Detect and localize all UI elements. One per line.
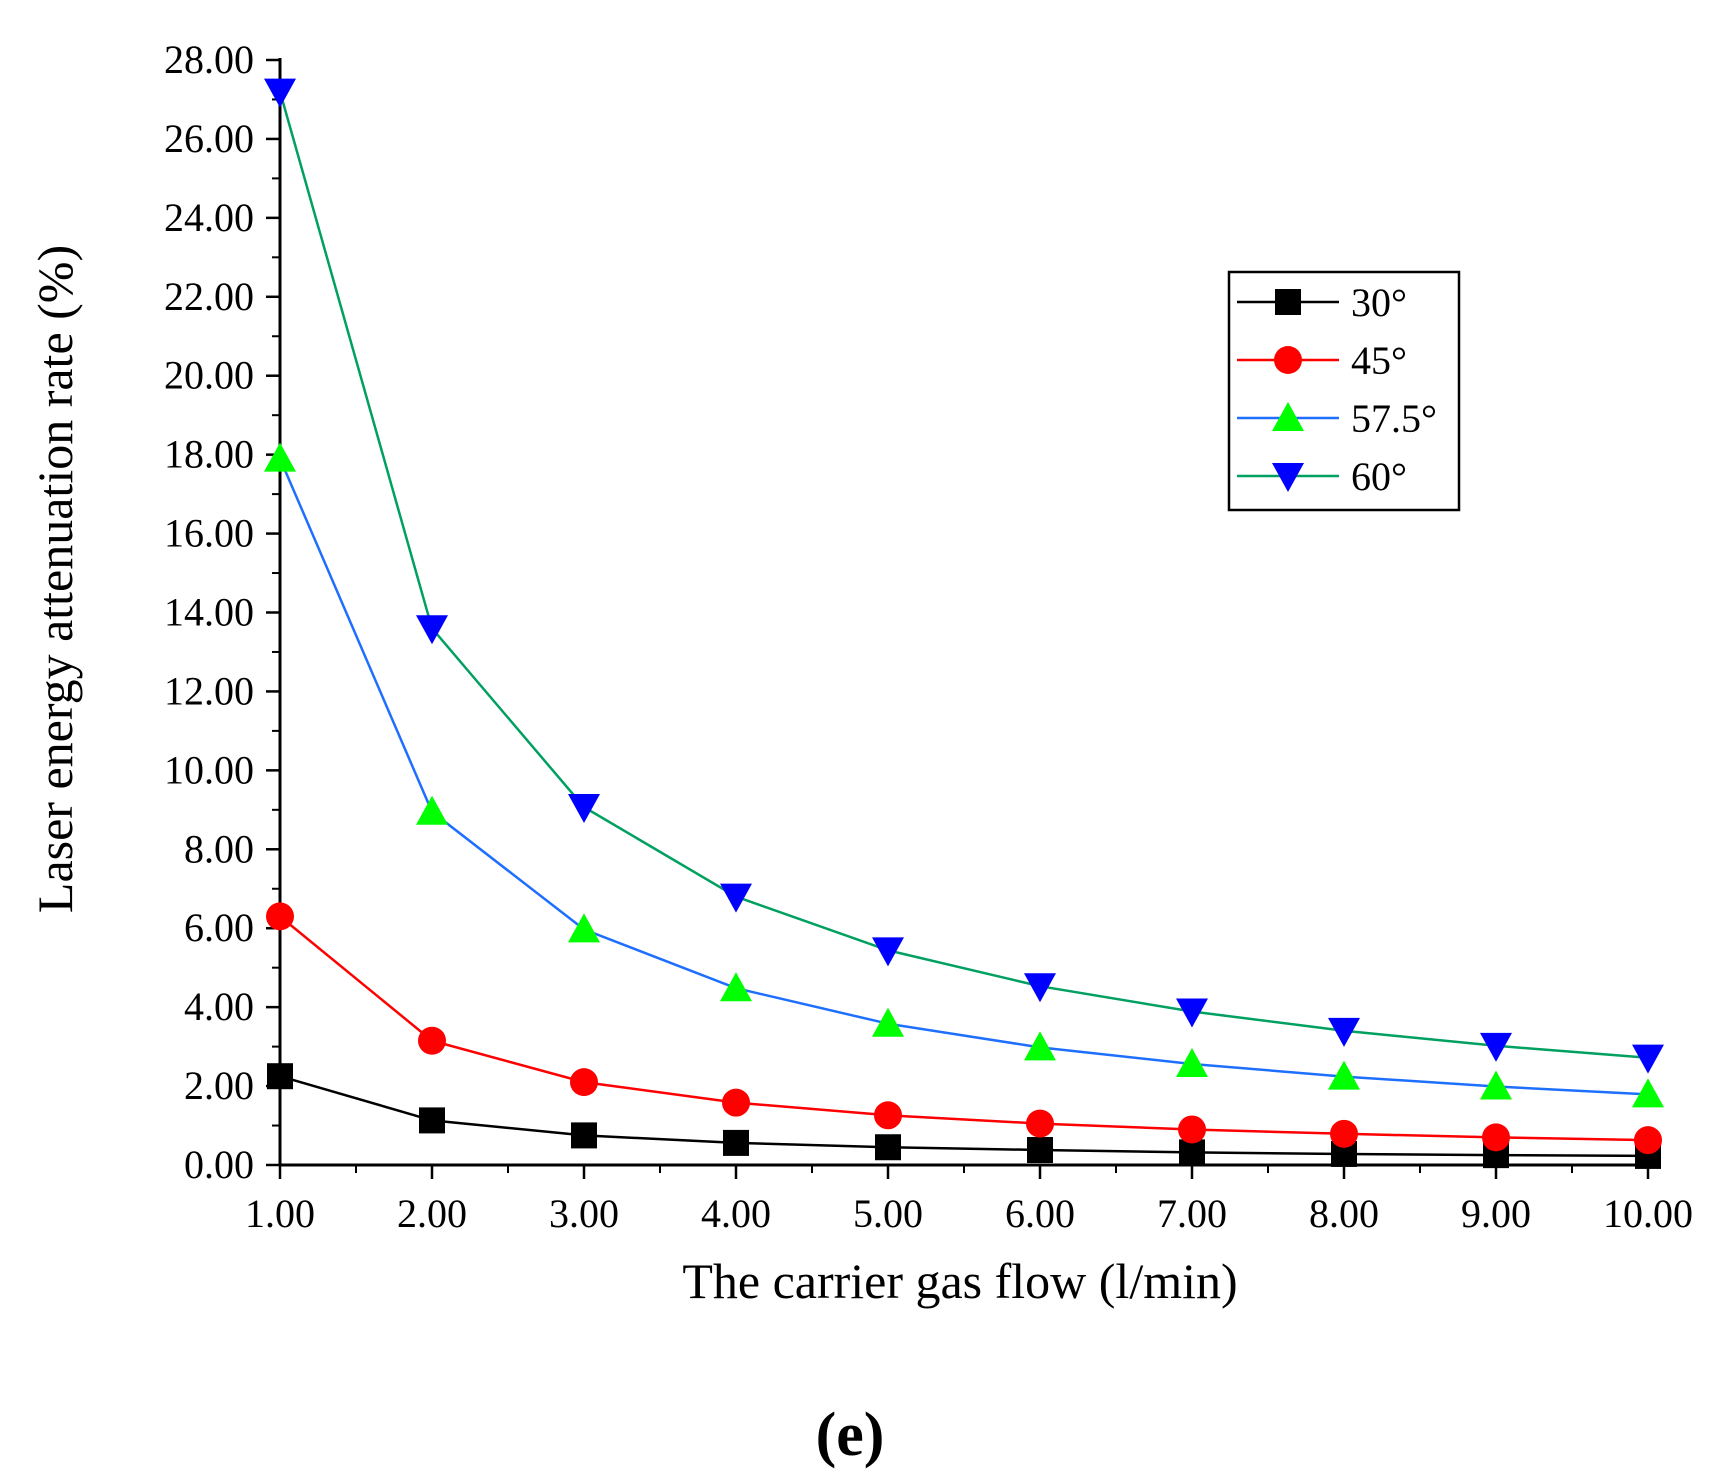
legend-label: 30° — [1351, 280, 1407, 325]
y-tick-label: 6.00 — [184, 905, 254, 950]
data-point — [1634, 1126, 1662, 1155]
series-2 — [266, 902, 1662, 1155]
data-point — [418, 1026, 446, 1055]
data-point — [872, 937, 904, 967]
data-point — [571, 1122, 597, 1149]
data-point — [1176, 998, 1208, 1028]
x-tick-label: 10.00 — [1603, 1191, 1693, 1236]
data-point — [264, 78, 296, 108]
series-4 — [264, 78, 1664, 1074]
data-point — [1328, 1017, 1360, 1047]
data-point — [419, 1107, 445, 1134]
series-line — [279, 1074, 1649, 1158]
y-tick-label: 22.00 — [164, 274, 254, 319]
x-tick-label: 7.00 — [1157, 1191, 1227, 1236]
data-point — [416, 615, 448, 645]
data-point — [1328, 1060, 1360, 1090]
y-tick-label: 16.00 — [164, 511, 254, 556]
data-point — [1632, 1044, 1664, 1074]
series-3 — [264, 442, 1664, 1108]
y-tick-label: 20.00 — [164, 353, 254, 398]
data-point — [1632, 1078, 1664, 1108]
y-tick-label: 28.00 — [164, 37, 254, 82]
legend-marker — [1272, 463, 1304, 492]
data-point — [1176, 1047, 1208, 1077]
data-point — [264, 442, 296, 472]
y-tick-label: 10.00 — [164, 747, 254, 792]
data-point — [1027, 1137, 1053, 1164]
data-point — [267, 1063, 293, 1090]
data-point — [722, 1088, 750, 1117]
y-tick-label: 14.00 — [164, 590, 254, 635]
data-point — [1024, 973, 1056, 1003]
y-tick-label: 4.00 — [184, 984, 254, 1029]
x-tick-label: 3.00 — [549, 1191, 619, 1236]
x-tick-label: 9.00 — [1461, 1191, 1531, 1236]
data-point — [266, 902, 294, 931]
data-point — [720, 883, 752, 913]
y-tick-label: 12.00 — [164, 668, 254, 713]
y-tick-label: 24.00 — [164, 195, 254, 240]
data-point — [1482, 1123, 1510, 1152]
x-axis-title: The carrier gas flow (l/min) — [682, 1253, 1237, 1309]
axes: 0.00 2.00 4.00 6.00 8.00 10.00 12.00 14.00 16.00… — [164, 37, 1693, 1236]
data-point — [1026, 1109, 1054, 1138]
series-line — [279, 915, 1649, 1142]
panel-label: (e) — [816, 1401, 885, 1469]
data-point — [1330, 1119, 1358, 1148]
x-tick-label: 8.00 — [1309, 1191, 1379, 1236]
data-point — [1178, 1115, 1206, 1144]
data-point — [568, 913, 600, 943]
y-axis-title: Laser energy attenuation rate (%) — [27, 245, 83, 913]
data-point — [875, 1134, 901, 1161]
x-tick-label: 2.00 — [397, 1191, 467, 1236]
data-point — [416, 795, 448, 825]
data-point — [1024, 1031, 1056, 1061]
data-point — [1480, 1032, 1512, 1062]
legend-label: 57.5° — [1351, 396, 1437, 441]
data-point — [570, 1068, 598, 1097]
data-point — [1179, 1139, 1205, 1166]
legend-marker — [1274, 346, 1302, 374]
legend-box — [1227, 270, 1461, 512]
y-tick-label: 0.00 — [184, 1142, 254, 1187]
data-point — [872, 1007, 904, 1037]
y-tick-label: 2.00 — [184, 1063, 254, 1108]
x-tick-label: 6.00 — [1005, 1191, 1075, 1236]
y-tick-label: 18.00 — [164, 432, 254, 477]
y-tick-label: 8.00 — [184, 826, 254, 871]
x-tick-label: 4.00 — [701, 1191, 771, 1236]
legend-label: 45° — [1351, 338, 1407, 383]
legend: 30° 45° 57.5° 60° — [1227, 270, 1461, 512]
series-layer — [264, 78, 1664, 1169]
series-line — [278, 458, 1649, 1096]
x-tick-label: 5.00 — [853, 1191, 923, 1236]
data-point — [874, 1101, 902, 1130]
series-line — [278, 91, 1649, 1059]
data-point — [723, 1129, 749, 1156]
data-point — [568, 794, 600, 824]
data-point — [1480, 1070, 1512, 1100]
series-1 — [267, 1063, 1661, 1169]
legend-marker — [1272, 402, 1304, 431]
legend-marker — [1275, 289, 1301, 315]
data-point — [720, 972, 752, 1002]
legend-label: 60° — [1351, 454, 1407, 499]
y-tick-label: 26.00 — [164, 116, 254, 161]
x-tick-label: 1.00 — [245, 1191, 315, 1236]
